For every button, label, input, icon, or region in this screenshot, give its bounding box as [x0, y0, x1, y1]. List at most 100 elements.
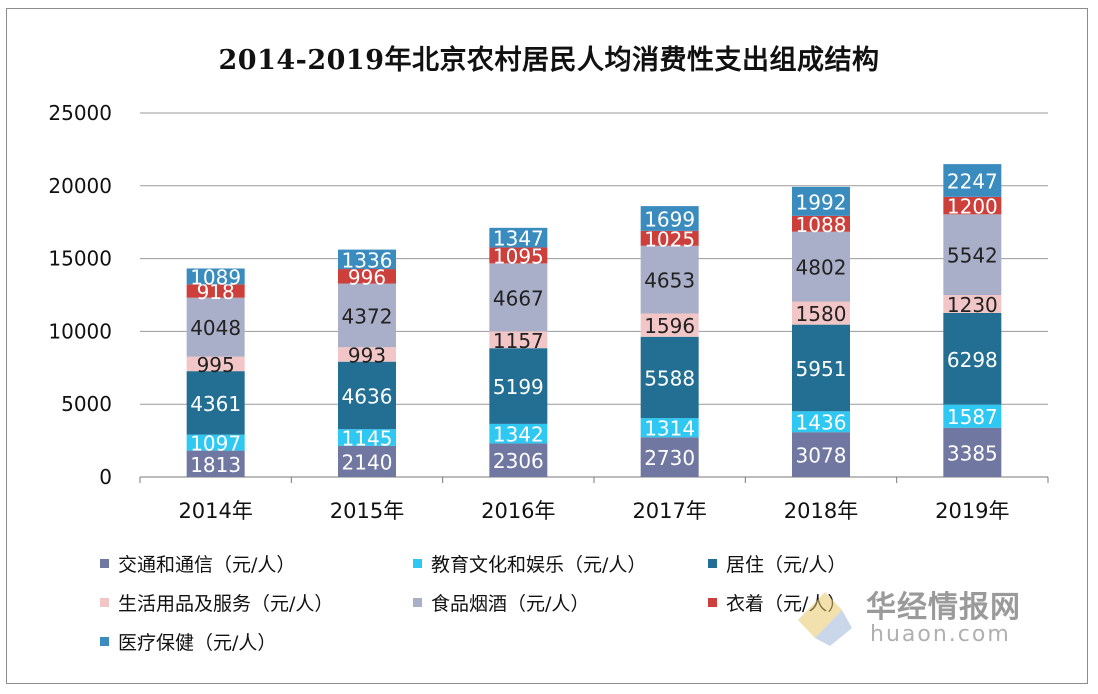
legend-label: 医疗保健（元/人） — [118, 632, 277, 654]
legend-swatch — [413, 559, 422, 568]
legend-swatch — [100, 559, 109, 568]
data-label: 993 — [348, 343, 386, 367]
x-tick-label: 2018年 — [784, 499, 858, 523]
data-label: 1095 — [493, 244, 544, 268]
bar-segment — [489, 247, 548, 264]
legend-item: 居住（元/人） — [708, 550, 846, 577]
data-label: 1347 — [493, 227, 544, 251]
data-label: 4372 — [342, 304, 393, 328]
data-label: 995 — [197, 353, 235, 377]
legend-swatch — [708, 559, 717, 568]
legend-item: 生活用品及服务（元/人） — [100, 589, 333, 616]
data-label: 1025 — [644, 227, 695, 251]
bar-segment — [792, 231, 850, 302]
data-label: 4802 — [796, 256, 847, 280]
bar-segment — [489, 348, 548, 424]
data-label: 6298 — [947, 348, 998, 372]
bar-segment — [640, 230, 699, 246]
bar-segment — [338, 347, 396, 362]
legend-item: 教育文化和娱乐（元/人） — [413, 550, 646, 577]
bar-segment — [338, 283, 396, 348]
y-tick-label: 25000 — [48, 101, 112, 125]
y-tick-label: 0 — [99, 465, 112, 489]
bar-segment — [792, 411, 850, 433]
x-tick-label: 2017年 — [632, 499, 706, 523]
bar-segment — [338, 269, 396, 284]
bar-segment — [640, 437, 699, 477]
bar-segment — [338, 249, 396, 270]
legend-label: 生活用品及服务（元/人） — [118, 593, 334, 615]
bar-segment — [792, 215, 850, 232]
data-label: 1699 — [644, 207, 695, 231]
bar-segment — [943, 404, 1002, 428]
bar-segment — [792, 301, 850, 325]
data-label: 2306 — [493, 449, 544, 473]
chart-title: 2014-2019年北京农村居民人均消费性支出组成结构 — [218, 45, 880, 76]
x-tick-label: 2015年 — [330, 499, 404, 523]
x-tick-label: 2014年 — [178, 499, 252, 523]
data-label: 1992 — [796, 190, 847, 214]
legend-label: 交通和通信（元/人） — [118, 554, 296, 576]
x-tick-label: 2019年 — [935, 499, 1009, 523]
x-tick-label: 2016年 — [481, 499, 555, 523]
bar-segment — [186, 434, 245, 451]
bar-segment — [489, 423, 548, 444]
data-label: 2247 — [947, 169, 998, 193]
bar-segment — [186, 297, 245, 357]
data-label: 1596 — [644, 314, 695, 338]
bar-segment — [943, 295, 1002, 313]
bar-segment — [943, 164, 1002, 197]
data-label: 3385 — [947, 441, 998, 465]
data-label: 1200 — [947, 195, 998, 219]
data-label: 1580 — [796, 302, 847, 326]
data-label: 4048 — [190, 316, 241, 340]
bar-segment — [338, 429, 396, 446]
legend-label: 教育文化和娱乐（元/人） — [431, 554, 647, 576]
data-label: 5199 — [493, 375, 544, 399]
data-label: 1145 — [342, 427, 393, 451]
bar-segment — [186, 284, 245, 298]
bar-segment — [338, 445, 396, 477]
data-label: 5542 — [947, 244, 998, 268]
data-label: 1088 — [796, 213, 847, 237]
data-label: 2730 — [644, 446, 695, 470]
bar-segment — [489, 227, 548, 248]
bar-segment — [792, 324, 850, 412]
bar-segment — [792, 432, 850, 477]
bar-segment — [186, 356, 245, 372]
bar-segment — [943, 196, 1002, 215]
y-tick-label: 20000 — [48, 174, 112, 198]
y-tick-label: 5000 — [61, 392, 112, 416]
watermark-brand-en: huaon.com — [870, 622, 1011, 647]
data-label: 1314 — [644, 417, 695, 441]
bar-segment — [640, 336, 699, 419]
data-label: 4361 — [190, 392, 241, 416]
y-tick-label: 15000 — [48, 247, 112, 271]
bar-segment — [338, 361, 396, 430]
bar-segment — [640, 418, 699, 438]
data-label: 4653 — [644, 269, 695, 293]
data-label: 2140 — [342, 450, 393, 474]
data-label: 1587 — [947, 405, 998, 429]
legend-label: 居住（元/人） — [726, 554, 847, 576]
watermark-brand-cn: 华经情报网 — [866, 590, 1021, 625]
bar-segment — [943, 214, 1002, 295]
bar-segment — [186, 371, 245, 435]
y-tick-label: 10000 — [48, 319, 112, 343]
legend-item: 交通和通信（元/人） — [100, 550, 295, 577]
bar-segment — [943, 312, 1002, 405]
data-label: 5588 — [644, 366, 695, 390]
bar-segment — [489, 263, 548, 332]
legend: 交通和通信（元/人） 教育文化和娱乐（元/人） 居住（元/人） 生活用品及服务（元/人… — [100, 550, 1000, 670]
legend-label: 食品烟酒（元/人） — [431, 593, 590, 615]
data-label: 3078 — [796, 444, 847, 468]
legend-swatch — [100, 637, 109, 646]
bar-segment — [186, 450, 245, 477]
data-label: 1342 — [493, 423, 544, 447]
legend-item: 医疗保健（元/人） — [100, 628, 276, 655]
watermark-logo-icon — [798, 592, 852, 646]
data-label: 1813 — [190, 453, 241, 477]
data-label: 4636 — [342, 384, 393, 408]
data-label: 996 — [348, 265, 386, 289]
data-label: 4667 — [493, 286, 544, 310]
